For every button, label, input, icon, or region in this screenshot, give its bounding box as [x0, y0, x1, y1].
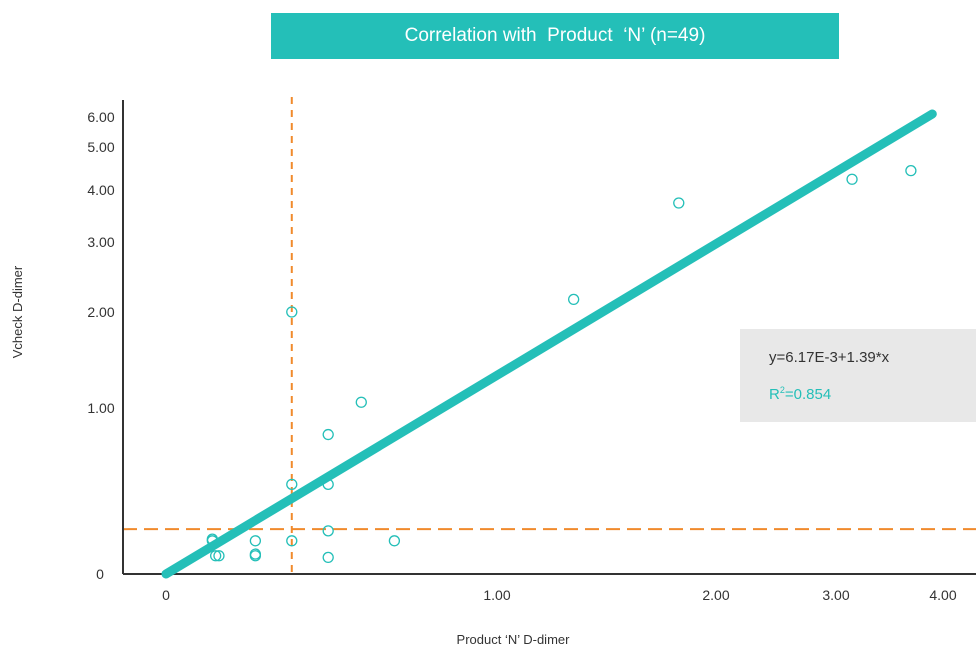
y-axis-title: Vcheck D-dimer: [10, 265, 25, 358]
fit-line-group: [161, 109, 937, 579]
x-tick-4: 4.00: [929, 587, 956, 603]
regression-equation: y=6.17E-3+1.39*x: [769, 349, 890, 366]
data-point: [355, 396, 367, 408]
r-squared-label: R: [769, 386, 780, 403]
r-squared-value: =0.854: [784, 386, 832, 403]
data-point: [905, 164, 917, 177]
regression-line: [161, 109, 937, 579]
data-point: [568, 293, 580, 306]
y-tick-2: 2.00: [87, 304, 114, 320]
data-point: [286, 306, 298, 318]
data-point: [846, 173, 858, 185]
y-tick-1: 1.00: [87, 400, 114, 416]
data-point: [209, 550, 222, 562]
data-point: [213, 550, 225, 562]
x-tick-0: 0: [162, 587, 170, 603]
data-point: [322, 478, 334, 491]
x-tick-2: 2.00: [702, 587, 729, 603]
r-squared-exponent: 2: [779, 385, 785, 395]
data-points: [206, 164, 917, 564]
data-point: [322, 551, 334, 564]
y-tick-0: 0: [96, 566, 104, 582]
r-squared: R2=0.854: [769, 385, 831, 403]
y-tick-4: 4.00: [87, 182, 114, 198]
x-tick-1: 1.00: [483, 587, 510, 603]
chart-title: Correlation with Product ‘N’ (n=49): [271, 13, 839, 59]
data-point: [249, 535, 262, 547]
y-tick-3: 3.00: [87, 234, 114, 250]
data-point: [249, 550, 262, 562]
data-point: [286, 478, 298, 491]
data-point: [388, 535, 401, 547]
data-point: [206, 533, 218, 545]
data-point: [322, 525, 334, 537]
x-tick-3: 3.00: [822, 587, 849, 603]
x-axis-title: Product ‘N’ D-dimer: [457, 632, 571, 647]
data-point: [286, 535, 298, 547]
y-tick-5: 5.00: [87, 139, 114, 155]
data-point: [322, 428, 334, 441]
data-point: [673, 197, 685, 209]
axes: [122, 100, 976, 575]
y-tick-6: 6.00: [87, 109, 114, 125]
regression-box: y=6.17E-3+1.39*x R2=0.854: [740, 329, 976, 422]
reference-lines: [123, 97, 976, 574]
